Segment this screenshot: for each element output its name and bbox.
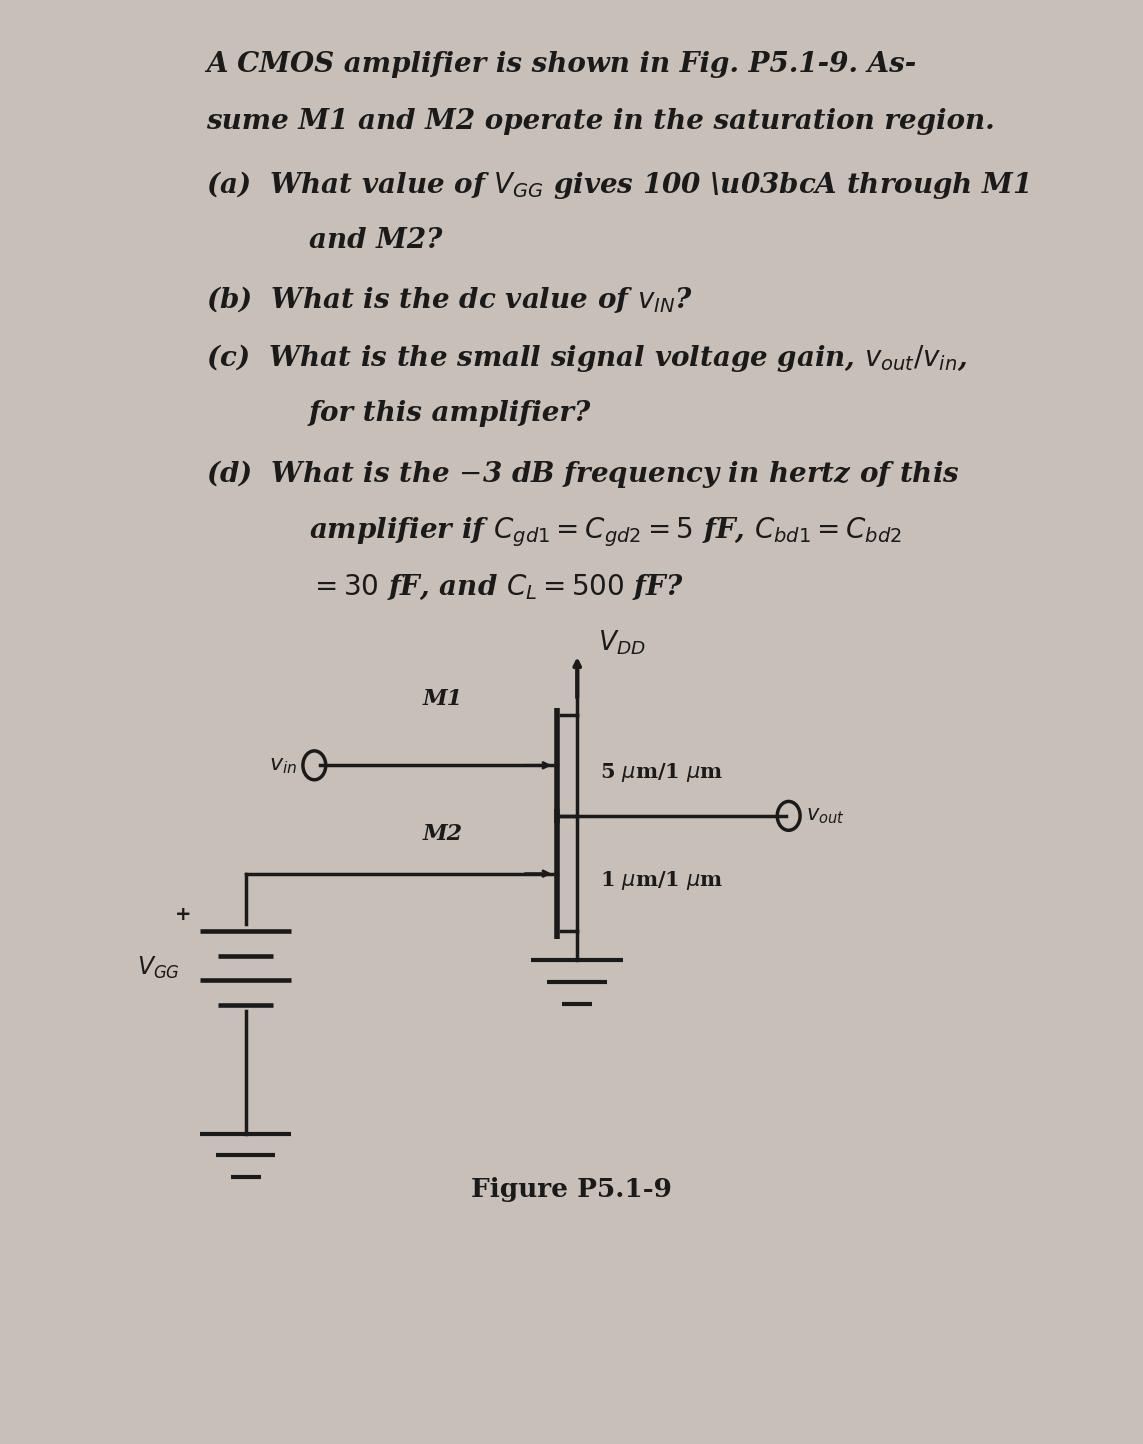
Text: +: +: [175, 904, 191, 924]
Text: for this amplifier?: for this amplifier?: [309, 400, 591, 427]
Text: amplifier if $C_{gd1} = C_{gd2} = 5$ fF, $C_{bd1} = C_{bd2}$: amplifier if $C_{gd1} = C_{gd2} = 5$ fF,…: [309, 516, 902, 549]
Text: M2: M2: [423, 823, 463, 845]
Text: Figure P5.1-9: Figure P5.1-9: [471, 1177, 672, 1201]
Text: $V_{GG}$: $V_{GG}$: [136, 954, 179, 980]
Text: and M2?: and M2?: [309, 227, 442, 254]
Text: $V_{DD}$: $V_{DD}$: [598, 628, 646, 657]
Text: A CMOS amplifier is shown in Fig. P5.1-9. As-: A CMOS amplifier is shown in Fig. P5.1-9…: [206, 51, 916, 78]
Text: 1 $\mu$m/1 $\mu$m: 1 $\mu$m/1 $\mu$m: [600, 869, 724, 892]
Text: $v_{out}$: $v_{out}$: [806, 806, 845, 826]
Text: (d)  What is the $-$3 dB frequency in hertz of this: (d) What is the $-$3 dB frequency in her…: [206, 458, 959, 490]
Text: (c)  What is the small signal voltage gain, $v_{out}/v_{in}$,: (c) What is the small signal voltage gai…: [206, 342, 967, 374]
Text: M1: M1: [423, 689, 463, 710]
Text: (a)  What value of $V_{GG}$ gives 100 \u03bcA through M1: (a) What value of $V_{GG}$ gives 100 \u0…: [206, 169, 1029, 201]
Text: $= 30$ fF, and $C_L = 500$ fF?: $= 30$ fF, and $C_L = 500$ fF?: [309, 573, 684, 602]
Text: 5 $\mu$m/1 $\mu$m: 5 $\mu$m/1 $\mu$m: [600, 761, 724, 784]
Text: sume M1 and M2 operate in the saturation region.: sume M1 and M2 operate in the saturation…: [206, 108, 994, 136]
Text: $v_{in}$: $v_{in}$: [269, 754, 297, 777]
Text: (b)  What is the dc value of $v_{IN}$?: (b) What is the dc value of $v_{IN}$?: [206, 284, 693, 315]
